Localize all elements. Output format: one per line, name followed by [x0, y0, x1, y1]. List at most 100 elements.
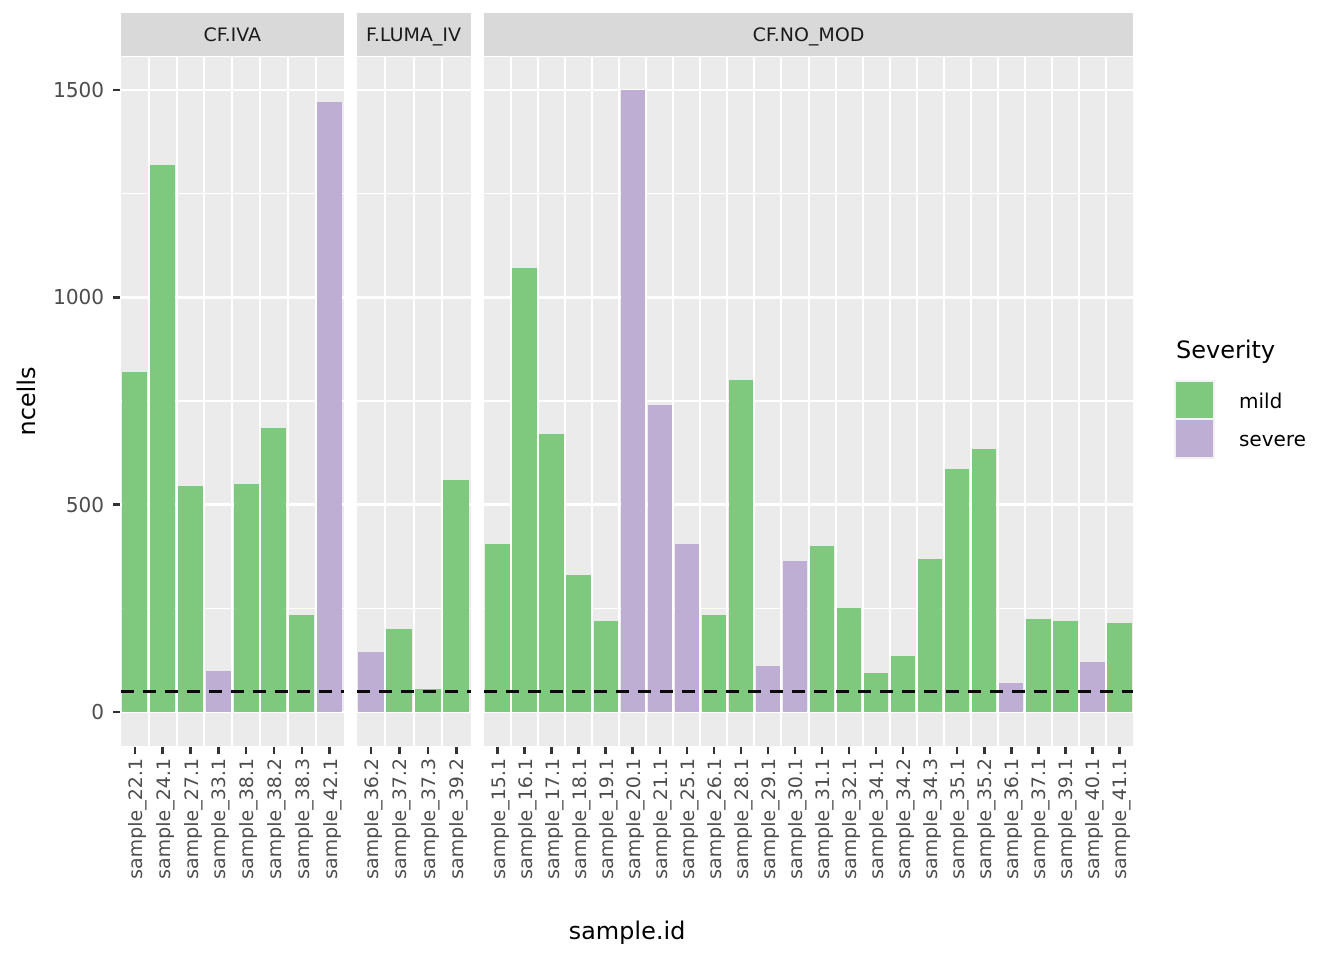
x-tick-mark [550, 746, 553, 754]
bar-sample_17.1 [539, 434, 564, 712]
dashed-threshold-line [356, 689, 471, 694]
bar-sample_41.1 [1107, 622, 1132, 712]
x-tick-mark [901, 746, 905, 754]
bar-sample_22.1 [122, 371, 148, 712]
slot-gridline [672, 57, 675, 746]
x-tick-label: sample_41.1 [1109, 758, 1132, 879]
facet-panel [121, 57, 344, 746]
slot-gridline [996, 57, 999, 746]
x-tick-label: sample_25.1 [676, 758, 699, 879]
bar-sample_42.1 [317, 102, 343, 712]
x-tick-label: sample_40.1 [1082, 758, 1105, 879]
x-tick-mark [928, 746, 932, 754]
slot-gridline [618, 57, 621, 746]
x-tick-mark [1091, 746, 1094, 754]
legend-label-severe: severe [1239, 426, 1306, 451]
x-tick-mark [577, 746, 580, 754]
slot-gridline [726, 57, 729, 746]
y-tick-mark [113, 503, 120, 506]
bar-sample_37.1 [1026, 618, 1051, 712]
y-tick-label: 1500 [53, 77, 104, 102]
x-tick-label: sample_38.3 [291, 758, 314, 879]
bar-sample_24.1 [150, 164, 176, 712]
x-tick-label: sample_17.1 [541, 758, 564, 879]
x-tick-mark [847, 746, 851, 754]
bar-sample_39.1 [1053, 620, 1078, 712]
x-tick-label: sample_26.1 [703, 758, 726, 879]
bar-sample_39.2 [443, 479, 470, 712]
slot-gridline [807, 57, 810, 746]
x-tick-mark [328, 746, 331, 754]
x-tick-mark [217, 746, 220, 754]
y-axis-title: ncells [13, 366, 41, 436]
slot-gridline [780, 57, 783, 746]
x-tick-label: sample_15.1 [487, 758, 510, 879]
slot-gridline [286, 57, 289, 746]
x-tick-mark [658, 746, 662, 754]
x-tick-mark [161, 746, 164, 754]
slot-gridline [203, 57, 206, 746]
x-tick-label: sample_35.1 [947, 758, 970, 879]
bar-sample_40.1 [1080, 662, 1105, 712]
bar-sample_21.1 [647, 405, 672, 712]
bar-sample_19.1 [593, 620, 618, 712]
legend-swatch-mild-icon [1174, 380, 1215, 421]
x-tick-label: sample_34.3 [920, 758, 943, 879]
slot-gridline [888, 57, 891, 746]
x-tick-label: sample_31.1 [812, 758, 835, 879]
bar-sample_38.2 [261, 427, 287, 712]
slot-gridline [591, 57, 594, 746]
dashed-threshold-line [484, 689, 1133, 694]
slot-gridline [915, 57, 918, 746]
y-tick-mark [113, 296, 120, 299]
facet-strip-label: CF.IVA [203, 23, 262, 46]
facet-strip: F.LUMA_IV [356, 13, 471, 56]
x-tick-label: sample_39.2 [446, 758, 469, 879]
x-tick-label: sample_37.2 [389, 758, 412, 879]
x-tick-label: sample_30.1 [784, 758, 807, 879]
bar-sample_25.1 [674, 544, 699, 712]
slot-gridline [969, 57, 972, 746]
bar-sample_37.2 [386, 629, 413, 712]
slot-gridline [645, 57, 648, 746]
facet-panel [484, 57, 1133, 746]
x-tick-mark [523, 746, 526, 754]
x-tick-label: sample_27.1 [180, 758, 203, 879]
x-tick-mark [685, 746, 689, 754]
x-tick-mark [1118, 746, 1121, 754]
x-tick-label: sample_16.1 [514, 758, 537, 879]
slot-gridline [1023, 57, 1026, 746]
x-tick-mark [369, 746, 372, 754]
y-tick-label: 1000 [53, 285, 104, 310]
x-tick-label: sample_24.1 [152, 758, 175, 879]
x-tick-label: sample_42.1 [319, 758, 342, 879]
slot-gridline [314, 57, 317, 746]
x-tick-label: sample_39.1 [1055, 758, 1078, 879]
bar-sample_29.1 [755, 666, 781, 712]
slot-gridline [834, 57, 837, 746]
x-tick-label: sample_18.1 [568, 758, 591, 879]
slot-gridline [384, 57, 386, 746]
x-tick-label: sample_28.1 [730, 758, 753, 879]
x-tick-mark [189, 746, 192, 754]
x-tick-label: sample_36.2 [360, 758, 383, 879]
x-tick-label: sample_37.3 [417, 758, 440, 879]
slot-gridline [753, 57, 756, 746]
x-tick-mark [300, 746, 304, 754]
legend-label-mild: mild [1239, 388, 1283, 413]
bar-sample_34.3 [918, 558, 943, 712]
bar-sample_18.1 [566, 575, 591, 712]
facet-panel [356, 57, 471, 746]
x-tick-mark [712, 746, 716, 754]
slot-gridline [412, 57, 415, 746]
facet-strip-label: F.LUMA_IV [366, 23, 461, 46]
facet-strip: CF.NO_MOD [484, 13, 1133, 56]
legend: Severity mild severe [1174, 336, 1306, 459]
bar-sample_34.2 [890, 656, 916, 712]
facet-strip: CF.IVA [121, 13, 344, 56]
x-tick-mark [1010, 746, 1013, 754]
y-tick-label: 0 [91, 700, 104, 724]
x-tick-label: sample_35.2 [974, 758, 997, 879]
x-tick-mark [1037, 746, 1040, 754]
y-tick-label: 500 [65, 492, 104, 517]
